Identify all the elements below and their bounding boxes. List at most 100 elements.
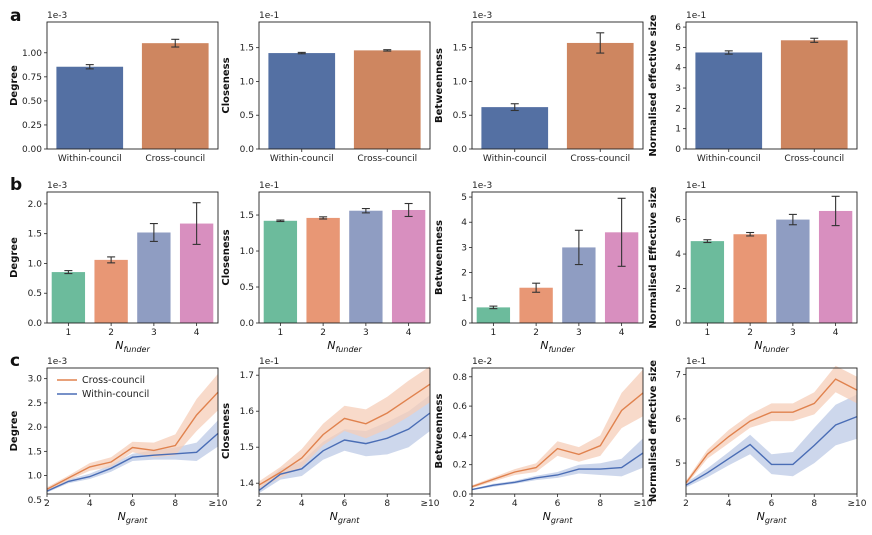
y-axis-label: Closeness — [221, 403, 232, 459]
subplots: 0.000.250.500.751.001e-3DegreeWithin-cou… — [9, 11, 867, 525]
subplot-a-1: 0.00 0.25 0.50 0.75 1.00 1e-3 Degree Within-cou… — [9, 11, 219, 164]
panel-label-c: c — [10, 351, 20, 371]
y-axis-label: Betweenness — [434, 220, 445, 295]
y-tick-label: 0.0 — [453, 490, 468, 500]
legend-label-within: Within-council — [82, 389, 149, 400]
x-tick-label: 6 — [769, 499, 775, 509]
x-tick-label: 4 — [87, 499, 93, 509]
x-tick-label: ≥10 — [634, 499, 653, 509]
x-tick-label: 1 — [66, 328, 72, 338]
bar — [780, 40, 848, 150]
y-tick-label: 7 — [675, 371, 681, 381]
x-axis-label: Nfunder — [327, 339, 362, 354]
x-axis-label: Ngrant — [543, 510, 574, 525]
axes-frame — [471, 367, 644, 495]
y-tick-label: 1.0 — [453, 77, 468, 87]
bar — [690, 241, 725, 323]
y-tick-label: 1.5 — [28, 230, 42, 240]
axis-multiplier: 1e-3 — [47, 181, 67, 191]
x-axis-label: Ngrant — [118, 510, 149, 525]
y-axis-label: Normalised effective size — [648, 360, 659, 502]
bar — [349, 210, 383, 323]
x-tick-label: 4 — [726, 499, 732, 509]
y-axis-label: Betweenness — [434, 394, 445, 469]
x-tick-label: 8 — [811, 499, 817, 509]
x-tick-label: 4 — [194, 328, 200, 338]
y-tick-label: 0.0 — [28, 319, 43, 329]
subplot-a-3: 0.0 0.5 1.0 1.5 1e-3 Betweenness Within-counci… — [434, 11, 644, 164]
x-tick-label: 3 — [151, 328, 157, 338]
series-line — [685, 378, 858, 484]
y-tick-label: 1.5 — [240, 443, 254, 453]
x-tick-label: 2 — [469, 499, 475, 509]
y-tick-label: 1.7 — [240, 371, 254, 381]
bar — [56, 66, 124, 149]
y-tick-label: 0.0 — [240, 145, 255, 155]
subplot-c-2: 1.4 1.5 1.6 1.7 1e-1 Closeness 2 4 6 8 ≥10 Ngrant — [221, 357, 440, 525]
x-tick-label: Cross-council — [784, 154, 844, 164]
y-tick-label: 0.25 — [22, 121, 42, 131]
axis-multiplier: 1e-1 — [259, 11, 279, 21]
y-tick-label: 1.5 — [240, 44, 254, 54]
bar — [306, 217, 340, 323]
series-line — [46, 432, 219, 492]
axis-multiplier: 1e-1 — [686, 357, 706, 367]
series-line — [46, 391, 219, 490]
y-tick-label: 1 — [461, 294, 467, 304]
y-tick-label: 6 — [675, 415, 681, 425]
axis-multiplier: 1e-1 — [259, 357, 279, 367]
x-tick-label: 6 — [130, 499, 136, 509]
bar — [263, 220, 298, 323]
y-tick-label: 1.0 — [28, 472, 43, 482]
series-line — [471, 452, 644, 491]
bar — [519, 287, 553, 323]
bar — [733, 234, 767, 323]
x-tick-label: Within-council — [270, 154, 334, 164]
x-tick-label: 1 — [491, 328, 497, 338]
bar — [51, 272, 86, 323]
y-tick-label: 4 — [675, 250, 681, 260]
x-tick-label: 1 — [705, 328, 711, 338]
y-tick-label: 0 — [675, 319, 681, 329]
x-tick-label: 8 — [597, 499, 603, 509]
y-axis-label: Closeness — [221, 57, 232, 113]
subplot-b-4: 0 2 4 6 1e-1 Normalised Effective size 1 2 3 4 Nfu… — [648, 181, 858, 354]
axis-multiplier: 1e-3 — [472, 11, 492, 21]
y-tick-label: 5 — [461, 193, 467, 203]
y-tick-label: 1.4 — [240, 479, 255, 489]
y-tick-label: 1.5 — [240, 211, 254, 221]
y-tick-label: 5 — [675, 43, 681, 53]
x-tick-label: ≥10 — [421, 499, 440, 509]
x-tick-label: 8 — [384, 499, 390, 509]
axis-multiplier: 1e-3 — [472, 181, 492, 191]
axis-multiplier: 1e-1 — [686, 181, 706, 191]
y-tick-label: 2.0 — [28, 423, 43, 433]
subplot-c-4: 5 6 7 1e-1 Normalised effective size 2 4 6 8 ≥10 N… — [648, 357, 867, 525]
axes-frame — [685, 21, 858, 150]
x-tick-label: 2 — [747, 328, 753, 338]
axes-frame — [471, 21, 644, 150]
x-tick-label: 4 — [406, 328, 412, 338]
x-tick-label: 6 — [555, 499, 561, 509]
bar — [566, 42, 634, 149]
x-tick-label: 3 — [363, 328, 369, 338]
y-tick-label: 2.5 — [28, 399, 42, 409]
y-tick-label: 0.2 — [453, 461, 467, 471]
confidence-band — [472, 438, 643, 491]
y-tick-label: 1.0 — [240, 77, 255, 87]
y-axis-label: Degree — [9, 65, 20, 106]
x-tick-label: 8 — [172, 499, 178, 509]
y-axis-label: Degree — [9, 237, 20, 278]
bar — [268, 53, 336, 150]
y-tick-label: 1.5 — [453, 44, 467, 54]
axis-multiplier: 1e-3 — [47, 357, 67, 367]
x-axis-label: Ngrant — [330, 510, 361, 525]
y-tick-label: 0.5 — [28, 289, 42, 299]
x-tick-label: 4 — [833, 328, 839, 338]
y-tick-label: 0 — [675, 145, 681, 155]
subplot-a-4: 0 1 2 3 4 5 6 1e-1 Normalised effective size With… — [648, 11, 858, 164]
x-tick-label: 1 — [278, 328, 284, 338]
y-axis-label: Degree — [9, 410, 20, 451]
x-tick-label: 6 — [342, 499, 348, 509]
y-tick-label: 2.0 — [28, 200, 43, 210]
